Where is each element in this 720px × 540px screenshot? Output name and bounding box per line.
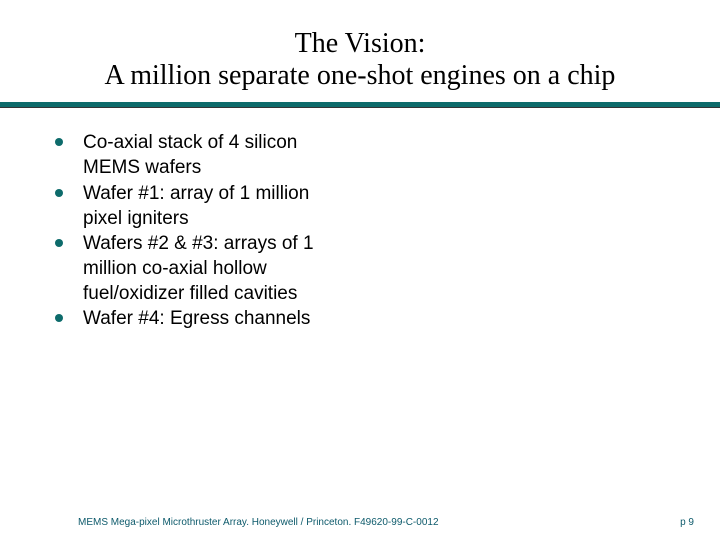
slide-body: Co-axial stack of 4 silicon MEMS wafers … [0,108,720,331]
slide-footer: MEMS Mega-pixel Microthruster Array. Hon… [0,517,720,528]
footer-page-number: p 9 [680,517,694,528]
bullet-list: Co-axial stack of 4 silicon MEMS wafers … [55,130,340,331]
title-line-1: The Vision: [30,28,690,60]
list-item: Wafer #1: array of 1 million pixel ignit… [55,181,340,231]
slide-title: The Vision: A million separate one-shot … [0,0,720,92]
list-item: Wafers #2 & #3: arrays of 1 million co-a… [55,231,340,306]
bullet-text: Co-axial stack of 4 silicon MEMS wafers [83,132,297,178]
slide: The Vision: A million separate one-shot … [0,0,720,540]
list-item: Wafer #4: Egress channels [55,306,340,331]
bullet-text: Wafer #4: Egress channels [83,308,310,329]
title-line-2: A million separate one-shot engines on a… [30,60,690,92]
list-item: Co-axial stack of 4 silicon MEMS wafers [55,130,340,180]
bullet-text: Wafers #2 & #3: arrays of 1 million co-a… [83,233,314,304]
footer-left: MEMS Mega-pixel Microthruster Array. Hon… [78,517,439,528]
bullet-text: Wafer #1: array of 1 million pixel ignit… [83,183,309,229]
